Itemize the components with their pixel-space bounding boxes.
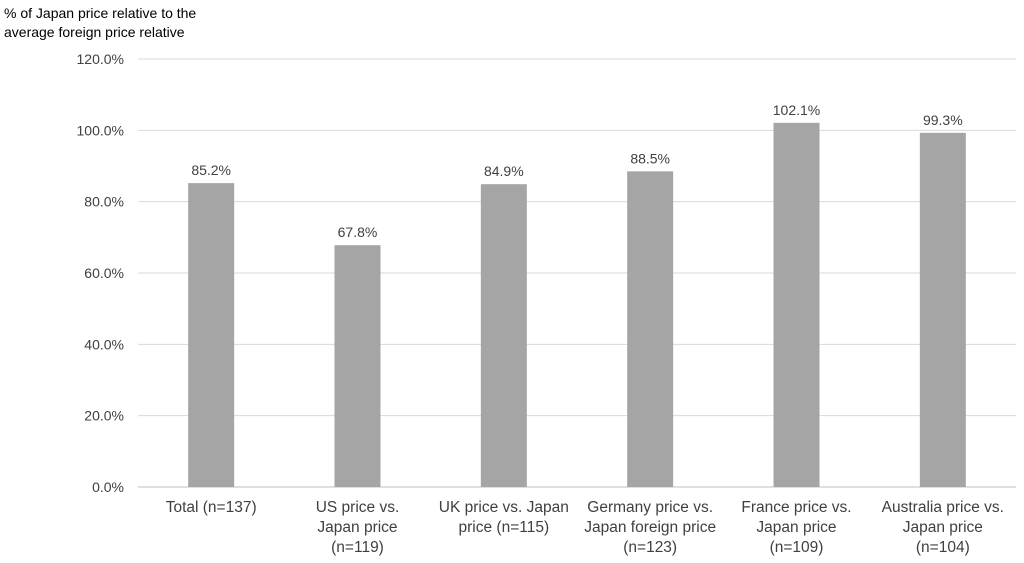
y-tick-label: 80.0% <box>84 194 124 210</box>
y-axis-title: % of Japan price relative to the average… <box>4 5 197 40</box>
bar <box>919 132 966 487</box>
y-tick-label: 100.0% <box>77 122 124 138</box>
x-tick-label: Total (n=137) <box>166 499 257 516</box>
gridlines <box>138 58 1016 488</box>
x-tick-label: Australia price vs. Japan price (n=104) <box>882 499 1004 556</box>
bar <box>480 184 527 487</box>
y-tick-label: 40.0% <box>84 336 124 352</box>
y-tick-label: 0.0% <box>92 479 124 495</box>
data-label: 67.8% <box>338 224 378 240</box>
x-tick-label: France price vs. Japan price (n=109) <box>741 499 851 556</box>
x-axis-ticks: Total (n=137) US price vs. Japan price (n=1… <box>166 499 1004 556</box>
data-label: 85.2% <box>191 162 231 178</box>
y-tick-label: 120.0% <box>77 51 124 67</box>
y-tick-label: 20.0% <box>84 408 124 424</box>
x-tick-label: Germany price vs. Japan foreign price (n=1… <box>584 499 716 556</box>
y-axis-ticks: 0.0% 20.0% 40.0% 60.0% 80.0% 100.0% 120.0% <box>77 51 124 495</box>
bar <box>627 171 674 487</box>
data-label: 99.3% <box>923 112 963 128</box>
x-tick-label: UK price vs. Japan price (n=115) <box>439 499 569 536</box>
data-labels: 85.2% 67.8% 84.9% 88.5% 102.1% 99.3% <box>191 102 962 240</box>
y-tick-label: 60.0% <box>84 265 124 281</box>
bars <box>188 122 966 488</box>
data-label: 84.9% <box>484 163 524 179</box>
bar <box>773 122 820 488</box>
bar <box>334 245 381 487</box>
x-tick-label: US price vs. Japan price (n=119) <box>316 499 400 556</box>
bar <box>188 183 235 487</box>
data-label: 102.1% <box>773 102 820 118</box>
data-label: 88.5% <box>630 150 670 166</box>
